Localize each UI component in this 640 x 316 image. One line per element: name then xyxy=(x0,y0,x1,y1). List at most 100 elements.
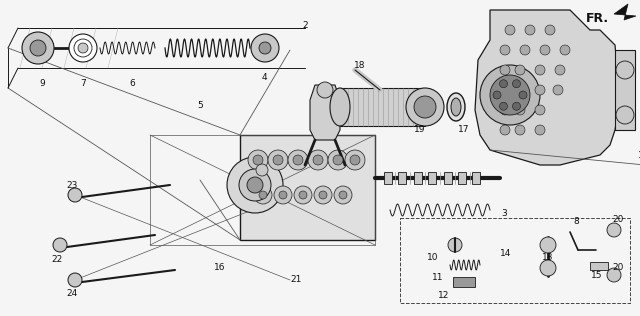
Circle shape xyxy=(553,85,563,95)
Circle shape xyxy=(406,88,444,126)
Circle shape xyxy=(500,125,510,135)
Circle shape xyxy=(259,42,271,54)
Circle shape xyxy=(493,91,501,99)
Text: 22: 22 xyxy=(51,256,63,264)
Circle shape xyxy=(317,82,333,98)
Circle shape xyxy=(333,155,343,165)
Circle shape xyxy=(519,91,527,99)
Text: 10: 10 xyxy=(428,253,439,263)
Bar xyxy=(400,218,630,303)
Circle shape xyxy=(339,191,347,199)
Bar xyxy=(240,135,375,240)
Circle shape xyxy=(293,155,303,165)
Bar xyxy=(615,50,635,130)
Circle shape xyxy=(535,125,545,135)
Text: 16: 16 xyxy=(214,264,226,272)
Circle shape xyxy=(30,40,46,56)
Circle shape xyxy=(308,150,328,170)
Circle shape xyxy=(520,45,530,55)
Text: 1: 1 xyxy=(638,150,640,160)
Circle shape xyxy=(500,65,510,75)
Text: 12: 12 xyxy=(438,291,450,301)
Circle shape xyxy=(254,186,272,204)
Text: 5: 5 xyxy=(197,100,203,110)
Text: 18: 18 xyxy=(355,60,365,70)
Circle shape xyxy=(328,150,348,170)
Polygon shape xyxy=(475,10,620,165)
Circle shape xyxy=(540,237,556,253)
Circle shape xyxy=(248,150,268,170)
Circle shape xyxy=(540,45,550,55)
Circle shape xyxy=(505,25,515,35)
Text: FR.: FR. xyxy=(586,11,609,25)
Circle shape xyxy=(227,157,283,213)
Text: 15: 15 xyxy=(591,270,603,279)
Circle shape xyxy=(555,65,565,75)
Circle shape xyxy=(288,150,308,170)
Text: 19: 19 xyxy=(414,125,426,135)
Circle shape xyxy=(515,65,525,75)
Circle shape xyxy=(490,75,530,115)
Text: 24: 24 xyxy=(67,289,77,299)
Text: 13: 13 xyxy=(542,253,554,263)
Circle shape xyxy=(259,191,267,199)
Bar xyxy=(472,172,480,184)
Bar xyxy=(453,277,475,287)
Circle shape xyxy=(350,155,360,165)
Circle shape xyxy=(319,191,327,199)
Circle shape xyxy=(68,273,82,287)
Circle shape xyxy=(251,34,279,62)
Circle shape xyxy=(74,39,92,57)
Circle shape xyxy=(515,105,525,115)
Text: 4: 4 xyxy=(261,74,267,82)
Text: 6: 6 xyxy=(129,78,135,88)
Circle shape xyxy=(53,238,67,252)
Circle shape xyxy=(78,43,88,53)
Circle shape xyxy=(253,155,263,165)
Circle shape xyxy=(294,186,312,204)
Circle shape xyxy=(513,80,520,88)
Circle shape xyxy=(273,155,283,165)
Circle shape xyxy=(500,105,510,115)
Circle shape xyxy=(299,191,307,199)
Circle shape xyxy=(256,164,268,176)
Circle shape xyxy=(513,102,520,110)
Text: 14: 14 xyxy=(500,250,512,258)
Bar xyxy=(590,262,608,270)
Circle shape xyxy=(499,102,508,110)
Circle shape xyxy=(515,85,525,95)
Circle shape xyxy=(607,268,621,282)
Bar xyxy=(428,172,436,184)
Ellipse shape xyxy=(330,88,350,126)
Circle shape xyxy=(345,150,365,170)
Circle shape xyxy=(560,45,570,55)
Circle shape xyxy=(607,223,621,237)
Circle shape xyxy=(535,105,545,115)
Polygon shape xyxy=(310,85,340,140)
Bar xyxy=(340,88,425,126)
Ellipse shape xyxy=(447,93,465,121)
Text: 2: 2 xyxy=(302,21,308,29)
Circle shape xyxy=(279,191,287,199)
Text: 20: 20 xyxy=(612,216,624,224)
Text: 3: 3 xyxy=(501,209,507,217)
Circle shape xyxy=(68,188,82,202)
Circle shape xyxy=(616,106,634,124)
Circle shape xyxy=(499,80,508,88)
Circle shape xyxy=(540,260,556,276)
Circle shape xyxy=(268,150,288,170)
Circle shape xyxy=(313,155,323,165)
Circle shape xyxy=(239,169,271,201)
Circle shape xyxy=(545,25,555,35)
Bar xyxy=(400,218,630,303)
Circle shape xyxy=(500,85,510,95)
Text: 8: 8 xyxy=(573,217,579,227)
Circle shape xyxy=(69,34,97,62)
Circle shape xyxy=(535,85,545,95)
Bar xyxy=(444,172,452,184)
Circle shape xyxy=(525,25,535,35)
Polygon shape xyxy=(614,4,636,20)
Circle shape xyxy=(480,65,540,125)
Text: 11: 11 xyxy=(432,274,444,283)
Circle shape xyxy=(274,186,292,204)
